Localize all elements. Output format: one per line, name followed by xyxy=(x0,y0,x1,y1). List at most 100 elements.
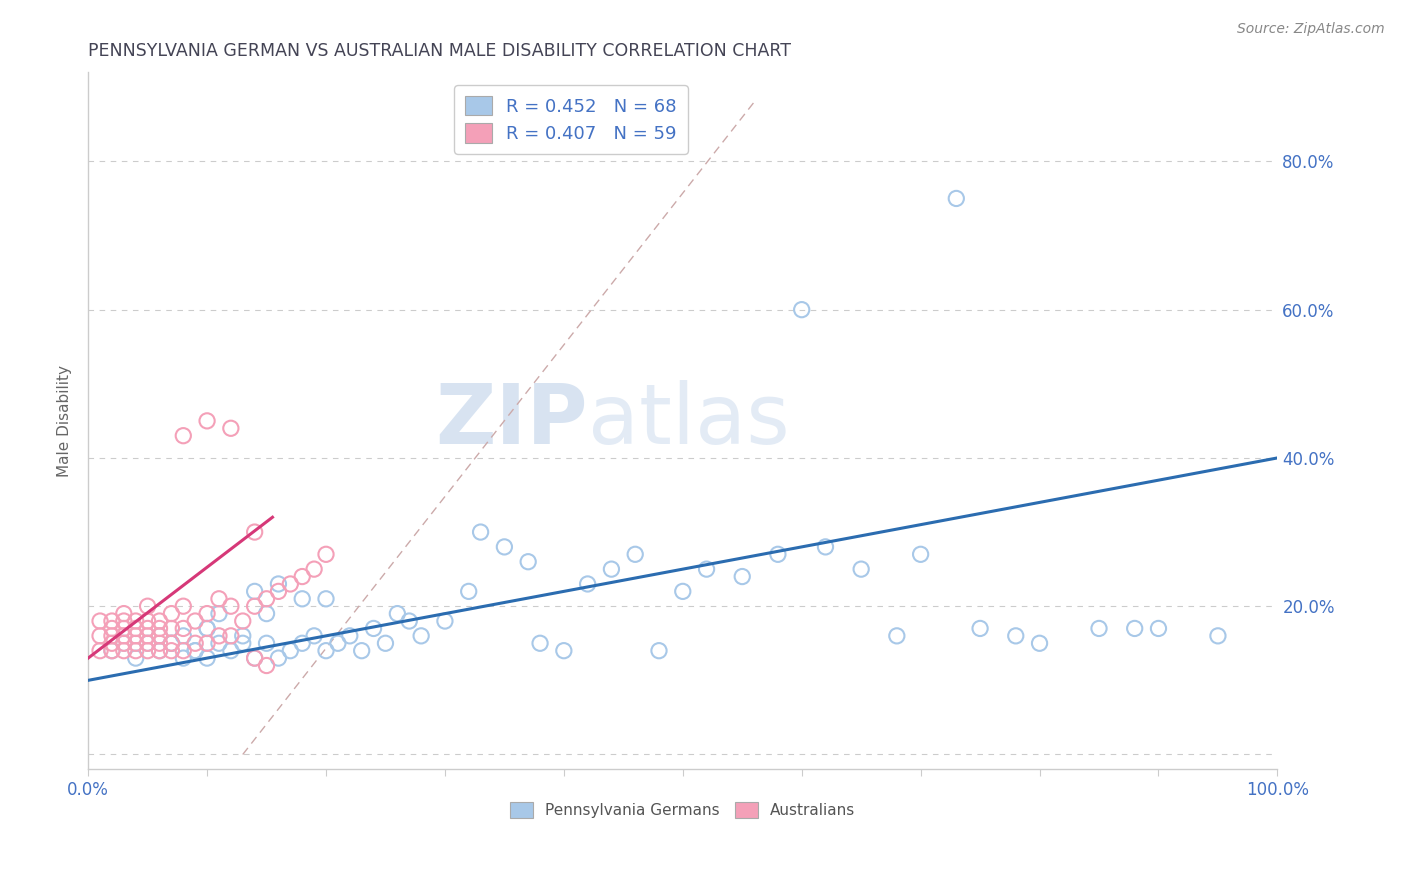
Point xyxy=(243,651,266,665)
Point xyxy=(849,562,872,576)
Point xyxy=(112,614,135,628)
Point xyxy=(256,658,278,673)
Point xyxy=(184,643,207,657)
Point xyxy=(219,421,242,435)
Point xyxy=(112,629,135,643)
Point xyxy=(1123,622,1146,636)
Point xyxy=(195,622,218,636)
Point xyxy=(315,643,337,657)
Point xyxy=(945,191,967,205)
Point xyxy=(136,614,159,628)
Point xyxy=(89,614,111,628)
Point xyxy=(243,584,266,599)
Point xyxy=(267,584,290,599)
Point xyxy=(101,629,124,643)
Point xyxy=(315,591,337,606)
Point xyxy=(969,622,991,636)
Point xyxy=(101,643,124,657)
Point xyxy=(112,636,135,650)
Point xyxy=(148,629,170,643)
Point xyxy=(160,607,183,621)
Point xyxy=(125,614,148,628)
Point xyxy=(350,643,373,657)
Point xyxy=(184,643,207,657)
Point xyxy=(731,569,754,583)
Point xyxy=(160,636,183,650)
Point xyxy=(302,562,325,576)
Point xyxy=(291,591,314,606)
Point xyxy=(1206,629,1229,643)
Point xyxy=(208,636,231,650)
Point xyxy=(125,651,148,665)
Point xyxy=(136,636,159,650)
Point xyxy=(172,651,194,665)
Point xyxy=(89,629,111,643)
Point xyxy=(814,540,837,554)
Point xyxy=(136,643,159,657)
Point xyxy=(315,547,337,561)
Point xyxy=(696,562,718,576)
Point xyxy=(136,629,159,643)
Point xyxy=(387,607,409,621)
Point xyxy=(160,636,183,650)
Point xyxy=(219,629,242,643)
Point xyxy=(576,577,599,591)
Point xyxy=(112,643,135,657)
Point xyxy=(101,622,124,636)
Point xyxy=(172,629,194,643)
Point xyxy=(101,636,124,650)
Point xyxy=(172,599,194,614)
Text: PENNSYLVANIA GERMAN VS AUSTRALIAN MALE DISABILITY CORRELATION CHART: PENNSYLVANIA GERMAN VS AUSTRALIAN MALE D… xyxy=(89,42,792,60)
Point xyxy=(125,643,148,657)
Point xyxy=(232,636,254,650)
Point xyxy=(256,636,278,650)
Point xyxy=(326,636,349,650)
Point xyxy=(232,614,254,628)
Point xyxy=(256,591,278,606)
Point xyxy=(148,629,170,643)
Point xyxy=(411,629,433,643)
Point xyxy=(172,428,194,442)
Point xyxy=(219,599,242,614)
Point xyxy=(790,302,813,317)
Point xyxy=(648,643,671,657)
Point xyxy=(291,636,314,650)
Text: atlas: atlas xyxy=(588,380,789,461)
Text: Source: ZipAtlas.com: Source: ZipAtlas.com xyxy=(1237,22,1385,37)
Point xyxy=(910,547,932,561)
Point xyxy=(208,607,231,621)
Point xyxy=(160,622,183,636)
Point xyxy=(172,643,194,657)
Point xyxy=(136,622,159,636)
Point xyxy=(89,643,111,657)
Point xyxy=(195,636,218,650)
Point xyxy=(278,577,301,591)
Point xyxy=(160,636,183,650)
Point xyxy=(148,643,170,657)
Point xyxy=(125,629,148,643)
Point xyxy=(243,651,266,665)
Point xyxy=(470,524,492,539)
Point xyxy=(600,562,623,576)
Point xyxy=(112,636,135,650)
Point xyxy=(125,622,148,636)
Point xyxy=(148,643,170,657)
Point xyxy=(148,622,170,636)
Point xyxy=(160,643,183,657)
Point xyxy=(339,629,361,643)
Point xyxy=(208,629,231,643)
Point xyxy=(1088,622,1111,636)
Point xyxy=(517,555,540,569)
Point xyxy=(101,643,124,657)
Point xyxy=(374,636,396,650)
Point xyxy=(101,614,124,628)
Point xyxy=(766,547,789,561)
Point xyxy=(672,584,695,599)
Point xyxy=(267,577,290,591)
Point xyxy=(624,547,647,561)
Point xyxy=(302,629,325,643)
Point xyxy=(112,607,135,621)
Point xyxy=(256,607,278,621)
Point xyxy=(136,636,159,650)
Point xyxy=(1147,622,1170,636)
